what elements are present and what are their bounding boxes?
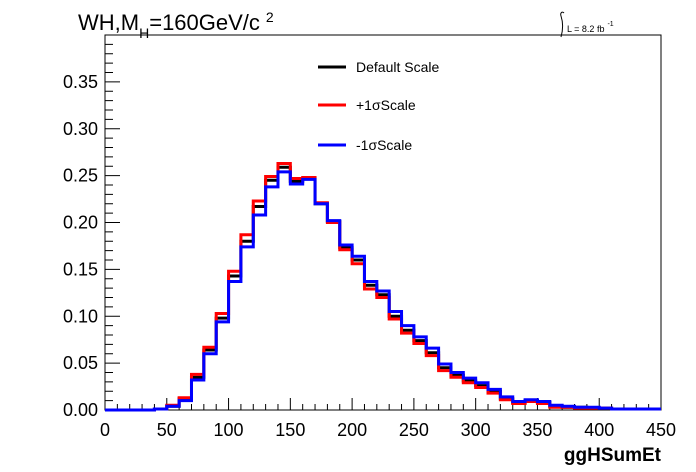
x-tick-label: 400 (584, 420, 614, 440)
x-tick-label: 150 (275, 420, 305, 440)
y-tick-label: 0.10 (63, 306, 98, 326)
y-tick-label: 0.05 (63, 353, 98, 373)
x-tick-label: 300 (461, 420, 491, 440)
x-tick-label: 200 (337, 420, 367, 440)
integral-sign-icon (560, 11, 565, 38)
x-tick-label: 450 (646, 420, 676, 440)
chart-title: WH,MH=160GeV/c 2 (78, 9, 274, 41)
x-tick-label: 0 (100, 420, 110, 440)
x-tick-label: 350 (522, 420, 552, 440)
x-axis-label: ggHSumEt (564, 445, 662, 466)
legend-label: -1σScale (356, 137, 412, 153)
y-tick-label: 0.25 (63, 166, 98, 186)
legend-label: Default Scale (356, 59, 439, 75)
y-tick-label: 0.35 (63, 72, 98, 92)
x-tick-label: 250 (399, 420, 429, 440)
histogram-series (105, 161, 661, 412)
luminosity-label: L = 8.2 fb -1 (560, 11, 614, 38)
y-tick-label: 0.00 (63, 400, 98, 420)
x-tick-label: 100 (214, 420, 244, 440)
x-tick-label: 50 (157, 420, 177, 440)
svg-text:L = 8.2 fb-1: L = 8.2 fb -1 (567, 21, 614, 34)
series-line-3 (105, 170, 661, 412)
axes: 0 50 100 150 200 250 300 350 400 450 0.00 0.05 0.10 0… (63, 34, 676, 440)
legend-label: +1σScale (356, 97, 416, 113)
y-tick-label: 0.20 (63, 213, 98, 233)
y-tick-label: 0.15 (63, 259, 98, 279)
y-tick-label: 0.30 (63, 119, 98, 139)
legend: Default Scale +1σScale -1σScale (318, 59, 439, 153)
